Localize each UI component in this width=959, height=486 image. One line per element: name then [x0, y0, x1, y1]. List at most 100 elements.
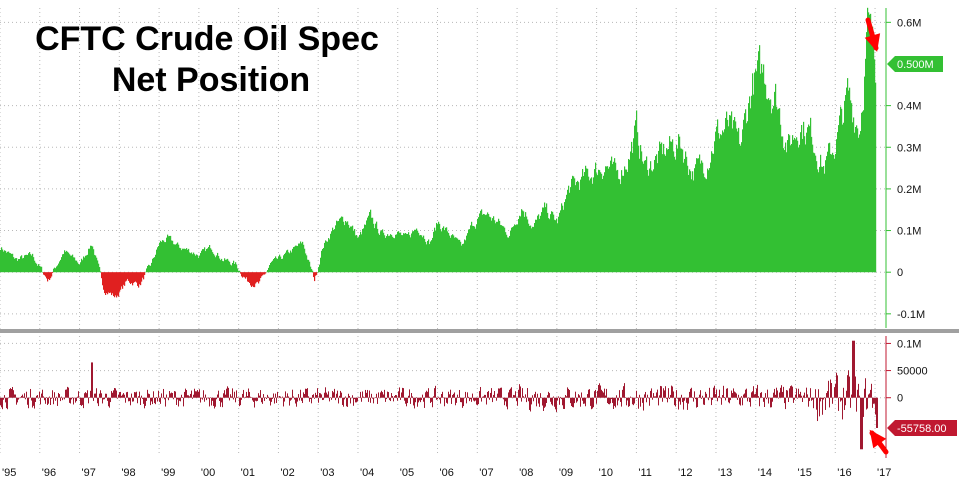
weekly-change-bar	[338, 397, 339, 404]
weekly-change-bar	[538, 397, 539, 404]
net-position-mark	[443, 226, 445, 273]
net-position-mark	[280, 256, 282, 273]
weekly-change-bar	[610, 397, 611, 404]
net-position-mark	[568, 185, 570, 273]
net-position-mark	[525, 212, 527, 273]
net-position-mark	[131, 272, 133, 283]
weekly-change-bar	[833, 397, 834, 399]
net-position-mark	[601, 173, 603, 273]
weekly-change-bar	[121, 395, 122, 398]
net-position-mark	[663, 143, 665, 273]
weekly-change-bar	[60, 397, 61, 402]
net-position-mark	[65, 251, 67, 273]
net-position-mark	[769, 100, 771, 273]
net-position-mark	[828, 143, 830, 273]
net-position-mark	[428, 239, 430, 273]
net-position-mark	[722, 130, 724, 273]
year-tick-label: '10	[599, 467, 613, 479]
weekly-change-bar	[363, 396, 364, 398]
weekly-change-bar	[587, 394, 588, 398]
net-position-mark	[239, 270, 241, 273]
weekly-change-bar	[322, 397, 323, 401]
net-position-mark	[819, 166, 821, 273]
weekly-change-bar	[240, 397, 241, 406]
weekly-change-bar	[452, 395, 453, 398]
net-position-mark	[312, 270, 314, 273]
net-position-mark	[207, 248, 209, 273]
weekly-change-bar	[551, 397, 552, 405]
net-position-mark	[85, 255, 87, 273]
net-position-mark	[44, 272, 46, 276]
net-position-mark	[163, 240, 165, 273]
weekly-change-bar	[27, 397, 28, 405]
net-position-mark	[727, 119, 729, 273]
weekly-change-bar	[262, 397, 263, 404]
net-position-mark	[42, 272, 44, 273]
weekly-change-bar	[775, 394, 776, 398]
net-position-mark	[561, 203, 563, 273]
net-position-mark	[236, 264, 238, 273]
y-tick-label: 0.1M	[897, 338, 921, 350]
net-position-mark	[875, 82, 877, 273]
net-position-mark	[256, 272, 258, 283]
weekly-change-bar	[414, 397, 415, 409]
net-position-mark	[865, 58, 867, 273]
net-position-mark	[672, 139, 674, 273]
weekly-change-bar	[471, 397, 472, 402]
weekly-change-bar	[97, 397, 98, 404]
weekly-change-bar	[777, 390, 778, 398]
weekly-change-bar	[817, 397, 818, 422]
net-position-mark	[249, 272, 251, 283]
net-position-mark	[792, 135, 794, 273]
weekly-change-bar	[447, 397, 448, 404]
net-position-mark	[719, 138, 721, 273]
weekly-change-bar	[5, 397, 6, 403]
weekly-change-bar	[527, 388, 528, 398]
net-position-mark	[772, 108, 774, 273]
weekly-change-bar	[421, 397, 422, 401]
net-position-mark	[812, 144, 814, 273]
year-tick-label: '09	[559, 467, 573, 479]
net-position-mark	[811, 136, 813, 273]
net-position-mark	[846, 87, 848, 273]
weekly-change-bar	[708, 397, 709, 401]
weekly-change-bar	[371, 393, 372, 398]
weekly-change-bar	[812, 397, 813, 400]
weekly-change-bar	[116, 390, 117, 398]
weekly-change-bar	[770, 397, 771, 408]
net-position-mark	[359, 234, 361, 273]
net-position-mark	[611, 156, 613, 273]
net-position-mark	[430, 241, 432, 273]
net-position-mark	[755, 69, 757, 273]
weekly-change-bar	[207, 397, 208, 399]
weekly-change-bar	[416, 397, 417, 398]
net-position-mark	[56, 266, 58, 273]
net-position-mark	[303, 244, 305, 273]
net-position-mark	[157, 247, 159, 273]
weekly-change-bar	[453, 393, 454, 398]
net-position-mark	[798, 147, 800, 273]
net-position-mark	[703, 173, 705, 273]
net-position-mark	[645, 160, 647, 273]
net-position-mark	[175, 244, 177, 273]
net-position-mark	[130, 272, 132, 285]
weekly-change-bar	[650, 390, 651, 398]
weekly-change-bar	[466, 397, 467, 404]
weekly-change-bar	[394, 396, 395, 398]
net-position-mark	[753, 94, 755, 273]
weekly-change-bar	[686, 397, 687, 403]
weekly-change-bar	[494, 391, 495, 398]
weekly-change-bar	[568, 388, 569, 398]
weekly-change-bar	[742, 397, 743, 406]
net-position-mark	[406, 233, 408, 273]
net-position-mark	[720, 134, 722, 273]
net-position-mark	[43, 272, 45, 275]
weekly-change-bar	[553, 396, 554, 398]
net-position-mark	[413, 231, 415, 273]
weekly-change-bar	[350, 397, 351, 404]
weekly-change-bar	[754, 394, 755, 398]
net-position-mark	[531, 228, 533, 273]
net-position-mark	[628, 158, 630, 273]
weekly-change-bar	[105, 393, 106, 398]
net-position-mark	[117, 272, 119, 296]
